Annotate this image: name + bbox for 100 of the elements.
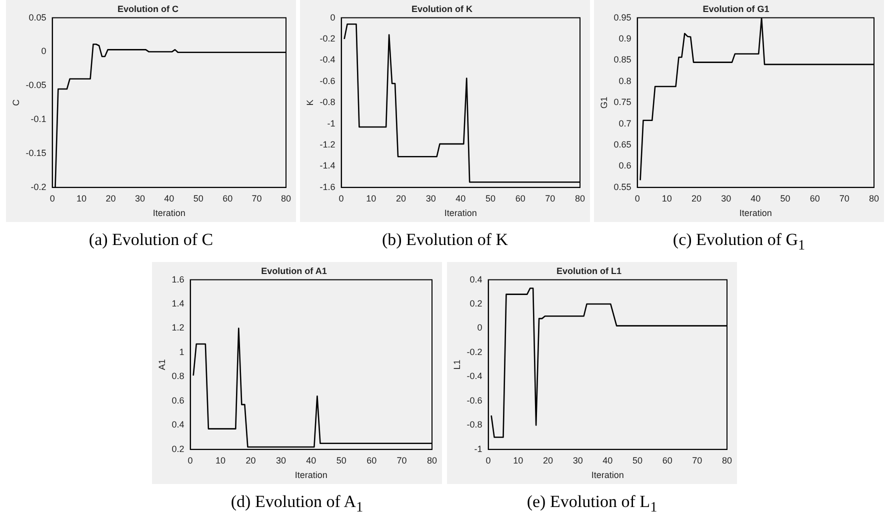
y-tick-label: 0.2 bbox=[172, 444, 184, 454]
y-tick-label: 0 bbox=[330, 12, 336, 22]
y-axis-title: K bbox=[304, 100, 315, 106]
y-tick-label: 0.95 bbox=[614, 12, 632, 22]
chart-title: Evolution of G1 bbox=[702, 4, 770, 14]
y-tick-label: -1.2 bbox=[320, 139, 336, 150]
y-tick-label: 0.6 bbox=[172, 395, 184, 406]
x-tick-label: 20 bbox=[106, 193, 116, 204]
text: (b) Evolution of K bbox=[380, 230, 510, 250]
x-tick-label: 50 bbox=[485, 193, 496, 204]
y-tick-label: -0.2 bbox=[30, 182, 46, 192]
y-tick-label: 0.8 bbox=[618, 76, 632, 86]
y-tick-label: -0.4 bbox=[466, 371, 482, 382]
y-tick-label: -0.1 bbox=[30, 114, 46, 124]
x-tick-label: 30 bbox=[426, 193, 436, 204]
y-tick-label: 0.9 bbox=[618, 33, 632, 44]
y-tick-label: 0.7 bbox=[618, 118, 632, 128]
x-tick-label: 70 bbox=[396, 455, 407, 466]
x-axis-title: Iteration bbox=[591, 470, 624, 480]
y-tick-label: 0 bbox=[477, 322, 482, 333]
x-axis-title: Iteration bbox=[152, 208, 186, 218]
x-tick-label: 0 bbox=[338, 193, 344, 204]
y-tick-label: -1.6 bbox=[320, 182, 336, 192]
x-tick-label: 30 bbox=[276, 455, 286, 466]
y-tick-label: -0.15 bbox=[26, 148, 46, 158]
chart-title: Evolution of C bbox=[118, 4, 179, 14]
y-tick-label: 0.4 bbox=[470, 274, 482, 284]
y-tick-label: -1.4 bbox=[320, 160, 336, 171]
y-tick-label: 0.05 bbox=[28, 12, 46, 22]
y-tick-label: -1 bbox=[474, 444, 482, 454]
y-axis-title: A1 bbox=[156, 359, 167, 370]
x-tick-label: 40 bbox=[306, 455, 316, 466]
x-tick-label: 80 bbox=[426, 455, 438, 466]
x-tick-label: 30 bbox=[572, 455, 583, 466]
x-tick-label: 80 bbox=[574, 193, 586, 204]
x-tick-label: 40 bbox=[164, 193, 174, 204]
x-tick-label: 30 bbox=[134, 193, 145, 204]
x-tick-label: 80 bbox=[868, 193, 880, 204]
x-tick-label: 10 bbox=[366, 193, 376, 204]
y-tick-label: -0.6 bbox=[320, 76, 336, 86]
x-tick-label: 50 bbox=[780, 193, 790, 204]
x-tick-label: 70 bbox=[692, 455, 702, 466]
y-tick-label: -0.4 bbox=[320, 54, 336, 65]
chart-title: Evolution of L1 bbox=[556, 266, 622, 276]
x-tick-label: 40 bbox=[456, 193, 466, 204]
chart-title: Evolution of K bbox=[412, 4, 473, 14]
x-tick-label: 20 bbox=[246, 455, 256, 466]
y-axis-title: G1 bbox=[598, 96, 609, 109]
x-tick-label: 0 bbox=[50, 193, 55, 204]
y-tick-label: 0 bbox=[41, 46, 46, 56]
y-tick-label: 0.6 bbox=[618, 160, 632, 171]
y-tick-label: 1.4 bbox=[172, 298, 184, 309]
y-tick-label: 0.55 bbox=[614, 182, 632, 192]
y-tick-label: 0.4 bbox=[172, 420, 184, 430]
x-tick-label: 60 bbox=[366, 455, 377, 466]
x-tick-label: 10 bbox=[216, 455, 226, 466]
x-tick-label: 50 bbox=[336, 455, 346, 466]
x-tick-label: 60 bbox=[810, 193, 820, 204]
y-axis-title: C bbox=[10, 98, 21, 106]
y-tick-label: -0.8 bbox=[466, 420, 482, 430]
y-tick-label: -0.2 bbox=[320, 33, 336, 44]
y-tick-label: 0.75 bbox=[614, 97, 632, 108]
x-tick-label: 20 bbox=[691, 193, 702, 204]
y-tick-label: 0.2 bbox=[470, 298, 482, 309]
x-tick-label: 70 bbox=[545, 193, 556, 204]
x-tick-label: 20 bbox=[396, 193, 406, 204]
y-tick-label: 0.8 bbox=[172, 371, 184, 382]
text: (e) Evolution of L$_{1}$ bbox=[526, 492, 658, 516]
y-tick-label: 1.6 bbox=[172, 274, 184, 284]
x-tick-label: 20 bbox=[542, 455, 553, 466]
x-tick-label: 40 bbox=[602, 455, 613, 466]
text: (c) Evolution of G$_{1}$ bbox=[672, 230, 806, 254]
y-tick-label: 1 bbox=[179, 346, 184, 357]
y-tick-label: 1.2 bbox=[172, 322, 184, 333]
x-tick-label: 80 bbox=[722, 455, 732, 466]
y-tick-label: -0.8 bbox=[320, 97, 336, 108]
x-tick-label: 0 bbox=[486, 455, 491, 466]
x-tick-label: 60 bbox=[662, 455, 672, 466]
x-tick-label: 70 bbox=[839, 193, 850, 204]
chart-title: Evolution of A1 bbox=[261, 266, 327, 276]
x-tick-label: 50 bbox=[632, 455, 642, 466]
x-axis-title: Iteration bbox=[444, 208, 477, 218]
x-tick-label: 0 bbox=[634, 193, 640, 204]
x-axis-title: Iteration bbox=[294, 470, 328, 480]
y-tick-label: -0.2 bbox=[466, 346, 482, 357]
x-tick-label: 10 bbox=[662, 193, 672, 204]
x-tick-label: 10 bbox=[513, 455, 524, 466]
x-tick-label: 60 bbox=[515, 193, 526, 204]
x-tick-label: 80 bbox=[280, 193, 292, 204]
text: (a) Evolution of C bbox=[88, 230, 214, 250]
x-tick-label: 70 bbox=[252, 193, 262, 204]
x-axis-title: Iteration bbox=[739, 208, 772, 218]
y-tick-label: -0.6 bbox=[466, 395, 482, 406]
x-tick-label: 0 bbox=[188, 455, 193, 466]
y-tick-label: -0.05 bbox=[26, 80, 46, 90]
y-tick-label: 0.85 bbox=[614, 54, 632, 65]
y-axis-title: L1 bbox=[452, 360, 462, 370]
x-tick-label: 50 bbox=[193, 193, 204, 204]
y-tick-label: 0.65 bbox=[614, 139, 632, 150]
x-tick-label: 10 bbox=[76, 193, 87, 204]
